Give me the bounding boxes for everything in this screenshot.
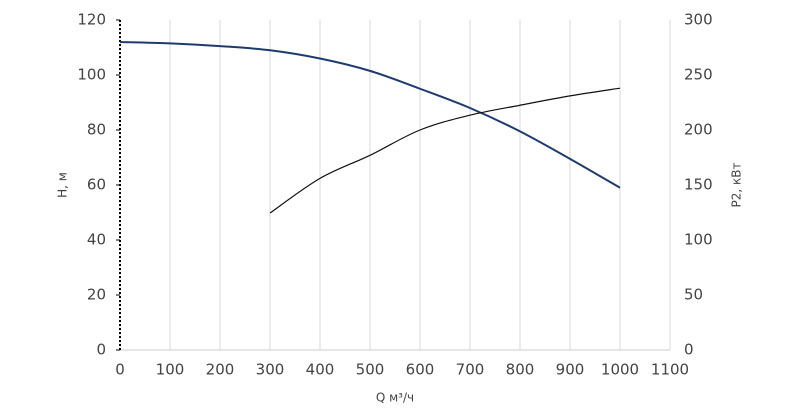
- y2-tick-label: 100: [684, 231, 713, 249]
- y2-tick-label: 0: [684, 341, 694, 359]
- y2-tick-label: 150: [684, 176, 713, 194]
- y2-tick-label: 200: [684, 121, 713, 139]
- x-tick-label: 200: [206, 361, 235, 379]
- y-tick-label: 20: [87, 286, 106, 304]
- y2-axis-label: P2, кВт: [730, 163, 744, 208]
- x-tick-label: 400: [306, 361, 335, 379]
- y-tick-label: 120: [77, 11, 106, 29]
- x-tick-label: 600: [406, 361, 435, 379]
- y2-tick-label: 50: [684, 286, 703, 304]
- series-line: [269, 87, 621, 214]
- y-tick-label: 60: [87, 176, 106, 194]
- y-tick-label: 80: [87, 121, 106, 139]
- x-tick-label: 100: [156, 361, 185, 379]
- y2-tick-label: 300: [684, 11, 713, 29]
- x-tick-label: 500: [356, 361, 385, 379]
- x-tick-label: 800: [506, 361, 535, 379]
- x-tick-label: 700: [456, 361, 485, 379]
- y-tick-label: 0: [96, 341, 106, 359]
- y2-tick-label: 250: [684, 66, 713, 84]
- y-tick-label: 40: [87, 231, 106, 249]
- x-tick-label: 1100: [651, 361, 689, 379]
- y-axis-label: H, м: [56, 172, 70, 198]
- x-tick-label: 900: [556, 361, 585, 379]
- y-tick-label: 100: [77, 66, 106, 84]
- x-tick-label: 0: [115, 361, 125, 379]
- series-line: [119, 41, 621, 189]
- x-tick-label: 300: [256, 361, 285, 379]
- x-axis-label: Q м³/ч: [376, 391, 414, 405]
- x-tick-label: 1000: [601, 361, 639, 379]
